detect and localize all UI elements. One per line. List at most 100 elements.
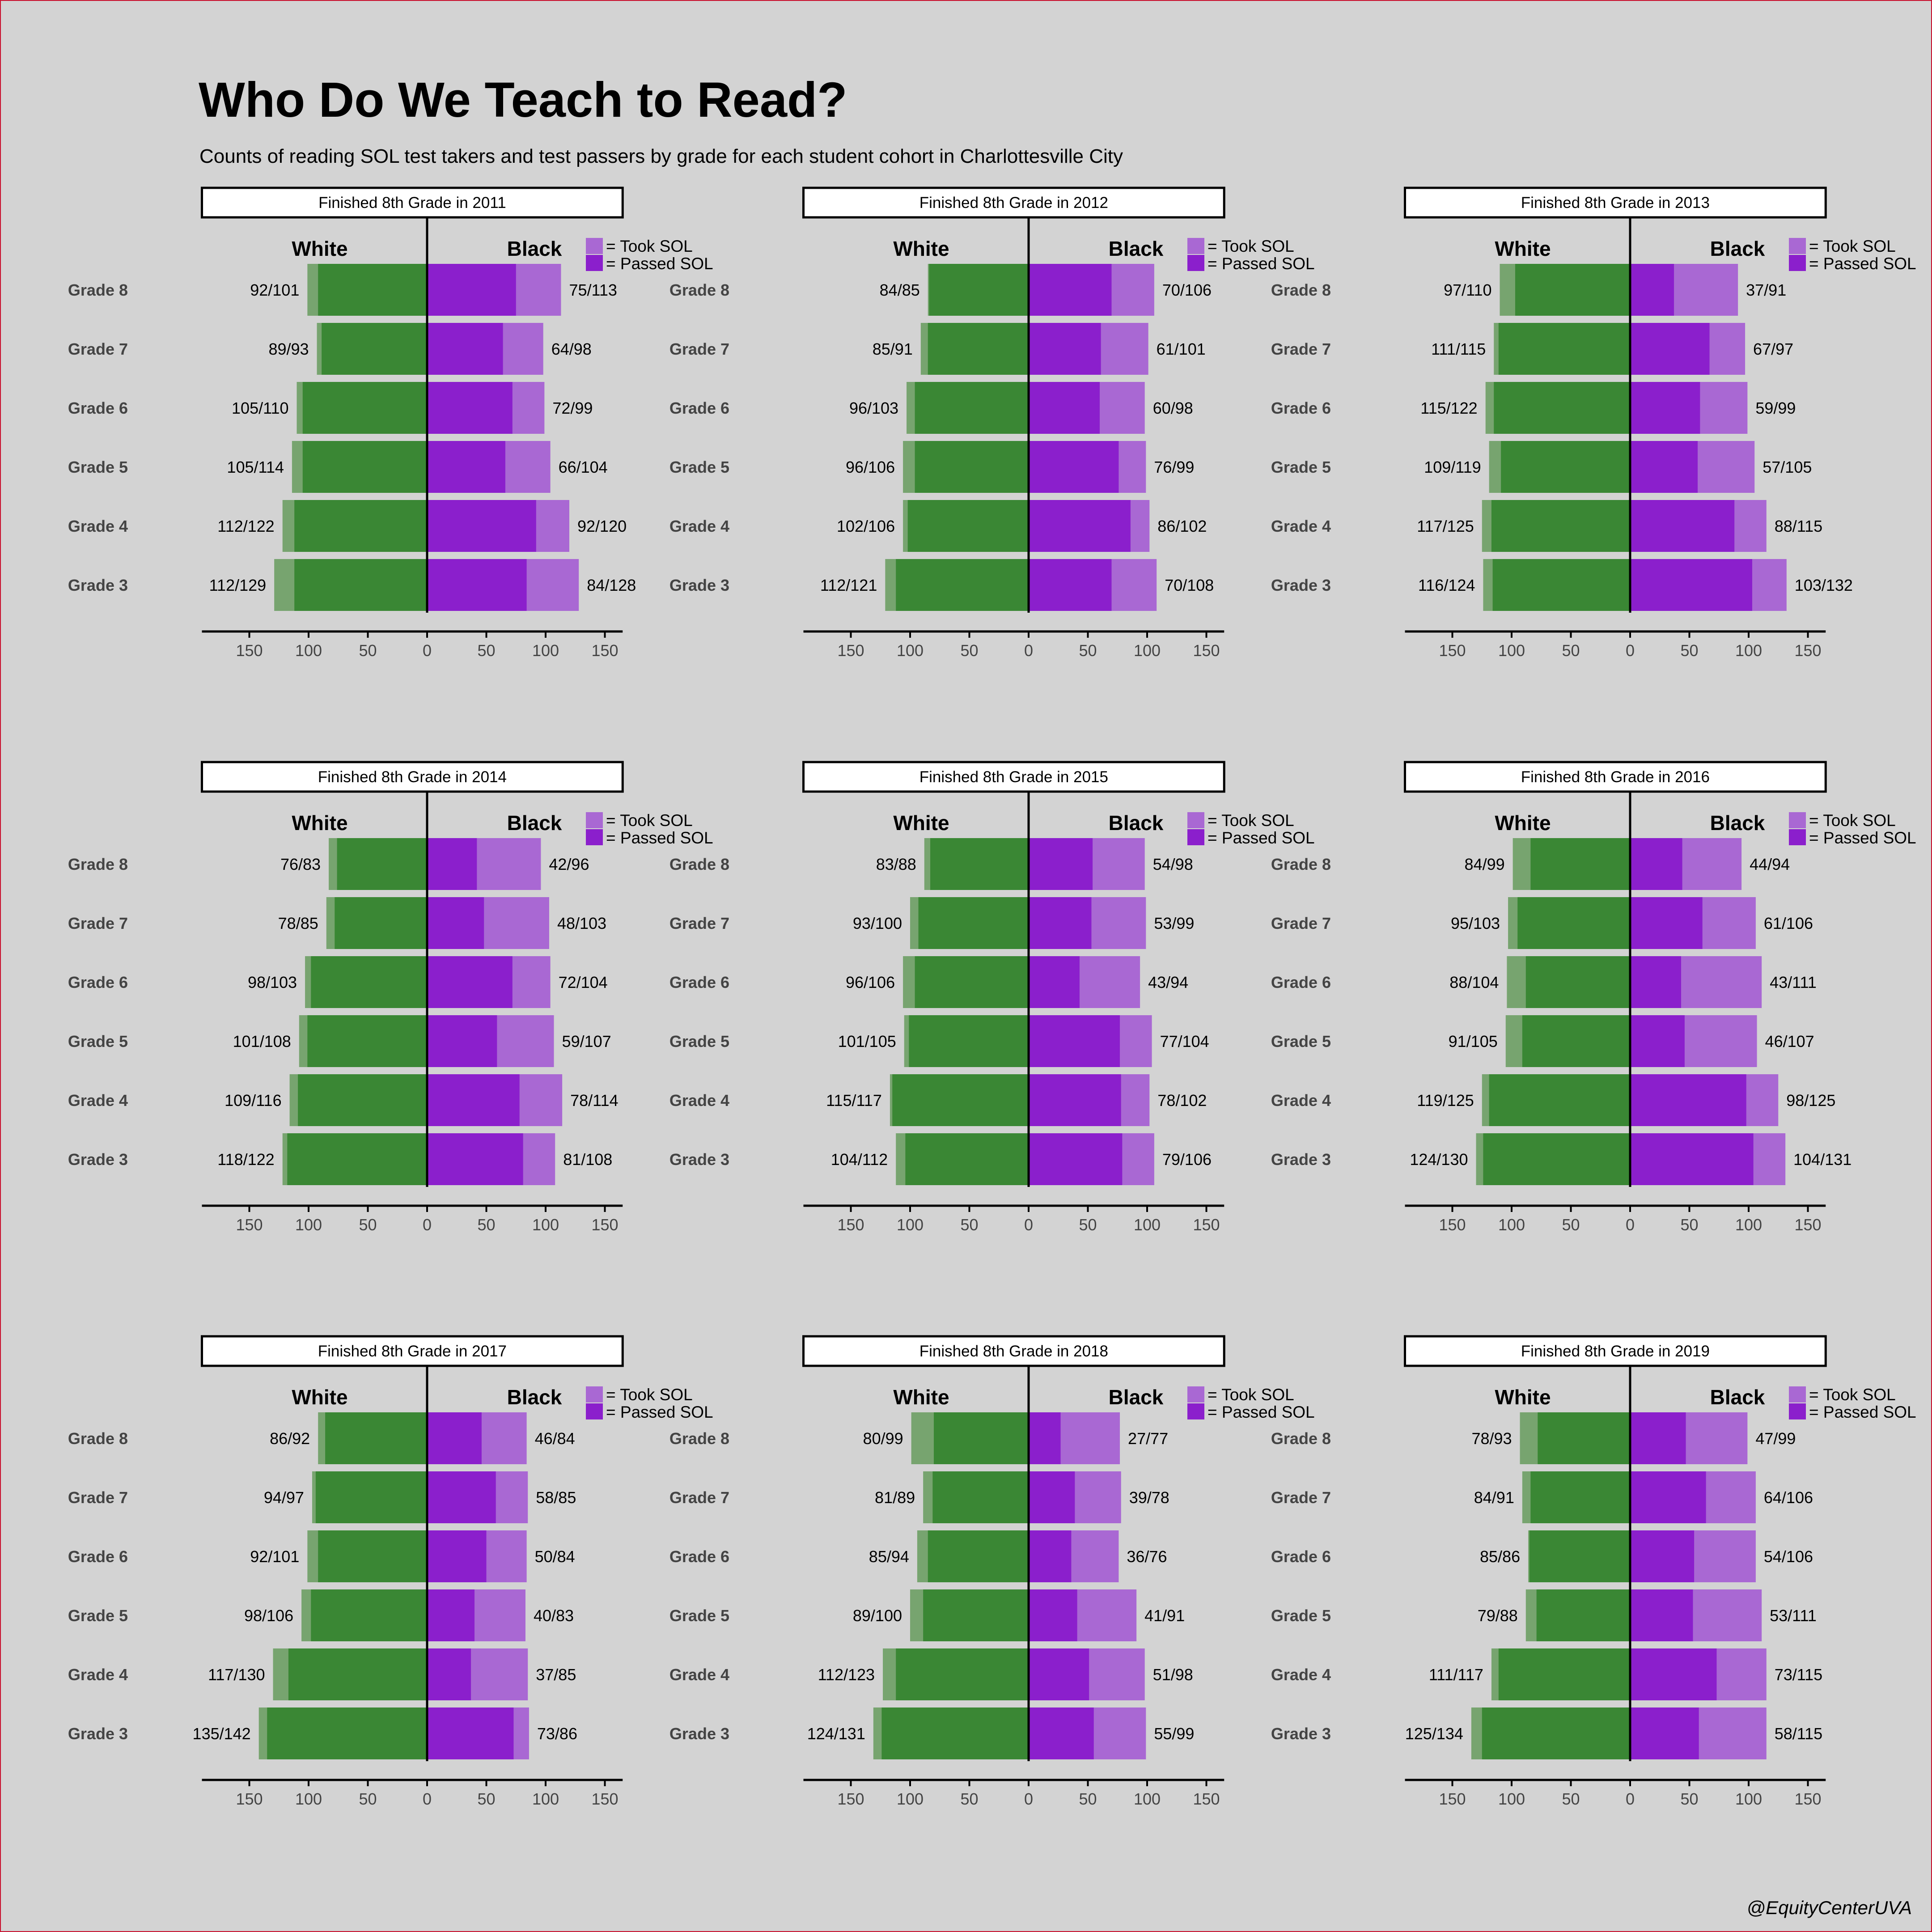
group-label-white: White [292,1385,347,1409]
grade-label: Grade 7 [669,340,729,358]
data-label-white: 112/129 [209,576,266,594]
x-tick-label: 100 [1735,1216,1762,1234]
group-label-black: Black [1109,811,1164,835]
data-label-white: 96/106 [846,458,895,476]
bar-black-passed [1029,559,1112,611]
group-label-black: Black [507,1385,562,1409]
grade-label: Grade 4 [1271,1091,1331,1110]
data-label-white: 105/110 [232,399,288,417]
grade-label: Grade 8 [669,855,729,873]
legend-took-label: = Took SOL [1809,1385,1896,1404]
bar-black-passed [1630,1471,1706,1523]
x-tick-label: 150 [591,1790,618,1808]
bar-black-passed [1630,1133,1754,1185]
data-label-black: 84/128 [587,576,636,594]
x-tick-label: 50 [359,1790,377,1808]
facet-strip [1404,761,1827,793]
data-label-black: 37/85 [536,1665,576,1684]
legend-took-label: = Took SOL [606,237,693,255]
data-label-white: 96/106 [846,973,895,991]
data-label-white: 118/122 [217,1150,274,1169]
grade-label: Grade 5 [1271,1032,1331,1051]
x-tick-label: 50 [477,641,495,660]
legend-took-swatch [1789,1386,1806,1402]
bar-white-passed [928,1530,1029,1582]
data-label-white: 78/85 [278,914,318,932]
legend-passed-swatch [1789,1403,1806,1419]
bar-black-passed [427,1707,514,1759]
bar-white-passed [923,1589,1029,1641]
x-tick-label: 150 [837,1216,864,1234]
data-label-white: 89/93 [268,340,309,358]
bar-white-passed [302,441,427,493]
grade-label: Grade 7 [1271,340,1331,358]
bar-black-passed [1630,1648,1717,1700]
x-tick-label: 50 [477,1216,495,1234]
legend-passed-label: = Passed SOL [1809,1403,1916,1421]
data-label-white: 104/112 [831,1150,888,1169]
facet-title: Finished 8th Grade in 2015 [919,768,1108,786]
bar-white-passed [311,956,427,1008]
x-tick-label: 100 [295,1790,322,1808]
data-label-black: 39/78 [1129,1488,1169,1507]
data-label-white: 76/83 [280,855,321,873]
group-label-white: White [893,237,949,260]
grade-label: Grade 6 [669,1547,729,1566]
data-label-black: 103/132 [1795,576,1853,594]
x-tick-label: 0 [1626,641,1635,660]
x-tick-label: 100 [1498,1216,1525,1234]
bar-white-passed [1492,559,1630,611]
group-label-black: Black [1109,1385,1164,1409]
x-tick-label: 150 [1439,1216,1466,1234]
bar-white-passed [287,1133,427,1185]
x-tick-label: 50 [1079,641,1097,660]
bar-black-passed [427,323,503,375]
bar-black-passed [1630,1707,1699,1759]
grade-label: Grade 6 [669,973,729,991]
bar-white-passed [1538,1412,1630,1464]
legend-passed-label: = Passed SOL [1208,829,1315,847]
group-label-white: White [893,1385,949,1409]
bar-white-passed [1529,1530,1630,1582]
data-label-black: 61/101 [1157,340,1206,358]
bar-black-passed [1630,441,1698,493]
grade-label: Grade 8 [68,281,128,299]
data-label-black: 46/107 [1765,1032,1814,1051]
bar-white-passed [1517,897,1630,949]
grade-label: Grade 5 [68,1032,128,1051]
x-tick-label: 50 [359,1216,377,1234]
grade-label: Grade 3 [68,1724,128,1743]
data-label-white: 102/106 [837,517,895,535]
group-label-black: Black [507,237,562,260]
facet-strip [802,761,1225,793]
chart-title: Who Do We Teach to Read? [199,72,847,127]
grade-label: Grade 7 [68,914,128,932]
bar-black-passed [1029,323,1101,375]
bar-black-passed [1630,1530,1695,1582]
legend-passed-label: = Passed SOL [606,829,713,847]
data-label-white: 84/99 [1465,855,1505,873]
data-label-black: 40/83 [534,1606,574,1625]
group-label-black: Black [1710,811,1765,835]
x-tick-label: 0 [423,1216,432,1234]
data-label-black: 37/91 [1746,281,1786,299]
bar-black-passed [427,500,536,552]
grade-label: Grade 6 [68,399,128,417]
group-label-white: White [1495,237,1551,260]
bar-white-passed [918,897,1029,949]
bar-white-passed [1501,441,1630,493]
data-label-black: 48/103 [557,914,606,932]
x-tick-label: 100 [295,1216,322,1234]
data-label-black: 61/106 [1764,914,1813,932]
data-label-black: 59/107 [562,1032,611,1051]
bar-black-passed [1029,1530,1072,1582]
bar-black-passed [1029,1707,1094,1759]
bar-white-passed [307,1015,427,1067]
data-label-white: 83/88 [876,855,916,873]
data-label-white: 111/117 [1429,1665,1483,1684]
grade-label: Grade 3 [669,1150,729,1169]
grade-label: Grade 7 [68,1488,128,1507]
data-label-black: 42/96 [549,855,589,873]
data-label-black: 51/98 [1153,1665,1193,1684]
legend-passed-swatch [586,255,603,271]
